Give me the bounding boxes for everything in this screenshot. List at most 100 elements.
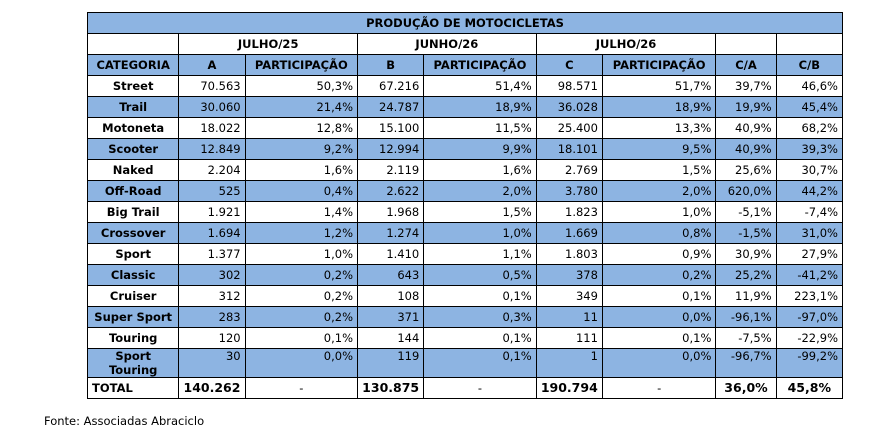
value-a-cell: 18.022 xyxy=(178,117,246,139)
share-a-cell: 1,4% xyxy=(244,201,359,223)
growth-c-a-cell: 40,9% xyxy=(715,138,777,160)
value-a-cell: 1.921 xyxy=(178,201,246,223)
value-c-cell: 3.780 xyxy=(535,180,603,202)
growth-c-b-cell: 46,6% xyxy=(775,75,844,97)
category-cell: Naked xyxy=(86,159,180,181)
total-share-b: - xyxy=(423,377,537,399)
column-header-c-b: C/B xyxy=(775,54,844,76)
share-a-cell: 0,2% xyxy=(244,306,359,328)
growth-c-b-cell: 27,9% xyxy=(775,243,844,265)
value-c-cell: 36.028 xyxy=(535,96,603,118)
value-b-cell: 119 xyxy=(357,348,425,378)
table-row: Sport 1.377 1,0% 1.410 1,1% 1.803 0,9% 30,9% 27,… xyxy=(86,243,844,265)
growth-c-a-cell: -96,1% xyxy=(715,306,777,328)
share-b-cell: 0,5% xyxy=(423,264,537,286)
share-a-cell: 9,2% xyxy=(244,138,359,160)
share-c-cell: 0,0% xyxy=(601,306,717,328)
total-row: TOTAL 140.262-130.875-190.794-36,0% 45,8% xyxy=(86,377,844,399)
value-b-cell: 643 xyxy=(357,264,425,286)
share-c-cell: 0,1% xyxy=(601,285,717,307)
column-header-c: C xyxy=(535,54,603,76)
period-header-row: JULHO/25 JUNHO/26 JULHO/26 xyxy=(86,33,844,55)
share-c-cell: 0,9% xyxy=(601,243,717,265)
share-c-cell: 51,7% xyxy=(601,75,717,97)
value-b-cell: 371 xyxy=(357,306,425,328)
total-value-c: 190.794 xyxy=(535,377,603,399)
category-cell: Touring xyxy=(86,327,180,349)
share-c-cell: 9,5% xyxy=(601,138,717,160)
growth-c-b-cell: 31,0% xyxy=(775,222,844,244)
column-header-row: CATEGORIA A PARTICIPAÇÃO B PARTICIPAÇÃO … xyxy=(86,54,844,76)
total-label: TOTAL xyxy=(86,377,180,399)
table-row: Big Trail 1.921 1,4% 1.968 1,5% 1.823 1,0% -5,1… xyxy=(86,201,844,223)
value-c-cell: 98.571 xyxy=(535,75,603,97)
growth-c-b-cell: -97,0% xyxy=(775,306,844,328)
share-a-cell: 12,8% xyxy=(244,117,359,139)
table-row: Trail 30.060 21,4% 24.787 18,9% 36.028 18,9% 19… xyxy=(86,96,844,118)
share-c-cell: 13,3% xyxy=(601,117,717,139)
category-cell: Street xyxy=(86,75,180,97)
value-a-cell: 2.204 xyxy=(178,159,246,181)
share-c-cell: 1,5% xyxy=(601,159,717,181)
value-b-cell: 144 xyxy=(357,327,425,349)
period-header-1: JULHO/25 xyxy=(178,33,359,55)
value-a-cell: 312 xyxy=(178,285,246,307)
category-cell: Sport xyxy=(86,243,180,265)
source-note: Fonte: Associadas Abraciclo xyxy=(44,414,205,428)
value-b-cell: 1.274 xyxy=(357,222,425,244)
share-c-cell: 1,0% xyxy=(601,201,717,223)
value-c-cell: 25.400 xyxy=(535,117,603,139)
column-header-c-a: C/A xyxy=(715,54,777,76)
share-b-cell: 0,1% xyxy=(423,327,537,349)
share-b-cell: 9,9% xyxy=(423,138,537,160)
category-cell: Motoneta xyxy=(86,117,180,139)
growth-c-b-cell: 45,4% xyxy=(775,96,844,118)
category-cell: Big Trail xyxy=(86,201,180,223)
growth-c-b-cell: -22,9% xyxy=(775,327,844,349)
table-row: Scooter 12.849 9,2% 12.994 9,9% 18.101 9,5% 40,… xyxy=(86,138,844,160)
table-row: Motoneta 18.022 12,8% 15.100 11,5% 25.400 13,3… xyxy=(86,117,844,139)
share-b-cell: 11,5% xyxy=(423,117,537,139)
share-a-cell: 1,0% xyxy=(244,243,359,265)
period-blank-cell xyxy=(775,33,844,55)
column-header-participacao-c: PARTICIPAÇÃO xyxy=(601,54,717,76)
value-a-cell: 120 xyxy=(178,327,246,349)
share-c-cell: 2,0% xyxy=(601,180,717,202)
value-c-cell: 1.803 xyxy=(535,243,603,265)
value-b-cell: 2.119 xyxy=(357,159,425,181)
share-a-cell: 21,4% xyxy=(244,96,359,118)
value-a-cell: 70.563 xyxy=(178,75,246,97)
growth-c-a-cell: -96,7% xyxy=(715,348,777,378)
growth-c-a-cell: 11,9% xyxy=(715,285,777,307)
growth-c-a-cell: 19,9% xyxy=(715,96,777,118)
value-c-cell: 2.769 xyxy=(535,159,603,181)
table-row: Classic 302 0,2% 643 0,5% 378 0,2% 25,2% -41,2% xyxy=(86,264,844,286)
period-blank-cell xyxy=(86,33,180,55)
growth-c-b-cell: 39,3% xyxy=(775,138,844,160)
table-title: PRODUÇÃO DE MOTOCICLETAS xyxy=(87,12,843,34)
value-b-cell: 24.787 xyxy=(357,96,425,118)
share-b-cell: 0,1% xyxy=(423,348,537,378)
growth-c-b-cell: 30,7% xyxy=(775,159,844,181)
share-c-cell: 0,8% xyxy=(601,222,717,244)
value-c-cell: 111 xyxy=(535,327,603,349)
value-c-cell: 1.823 xyxy=(535,201,603,223)
share-a-cell: 0,4% xyxy=(244,180,359,202)
value-b-cell: 2.622 xyxy=(357,180,425,202)
total-value-b: 130.875 xyxy=(357,377,425,399)
value-b-cell: 12.994 xyxy=(357,138,425,160)
growth-c-a-cell: -1,5% xyxy=(715,222,777,244)
period-header-2: JUNHO/26 xyxy=(357,33,537,55)
value-b-cell: 15.100 xyxy=(357,117,425,139)
growth-c-a-cell: -5,1% xyxy=(715,201,777,223)
value-c-cell: 1 xyxy=(535,348,603,378)
table-row: Sport Touring 30 0,0% 119 0,1% 1 0,0% -96,7% -99… xyxy=(86,348,844,378)
column-header-b: B xyxy=(357,54,425,76)
value-c-cell: 1.669 xyxy=(535,222,603,244)
growth-c-a-cell: 25,2% xyxy=(715,264,777,286)
value-b-cell: 67.216 xyxy=(357,75,425,97)
growth-c-a-cell: -7,5% xyxy=(715,327,777,349)
value-c-cell: 11 xyxy=(535,306,603,328)
share-c-cell: 0,2% xyxy=(601,264,717,286)
share-c-cell: 0,1% xyxy=(601,327,717,349)
